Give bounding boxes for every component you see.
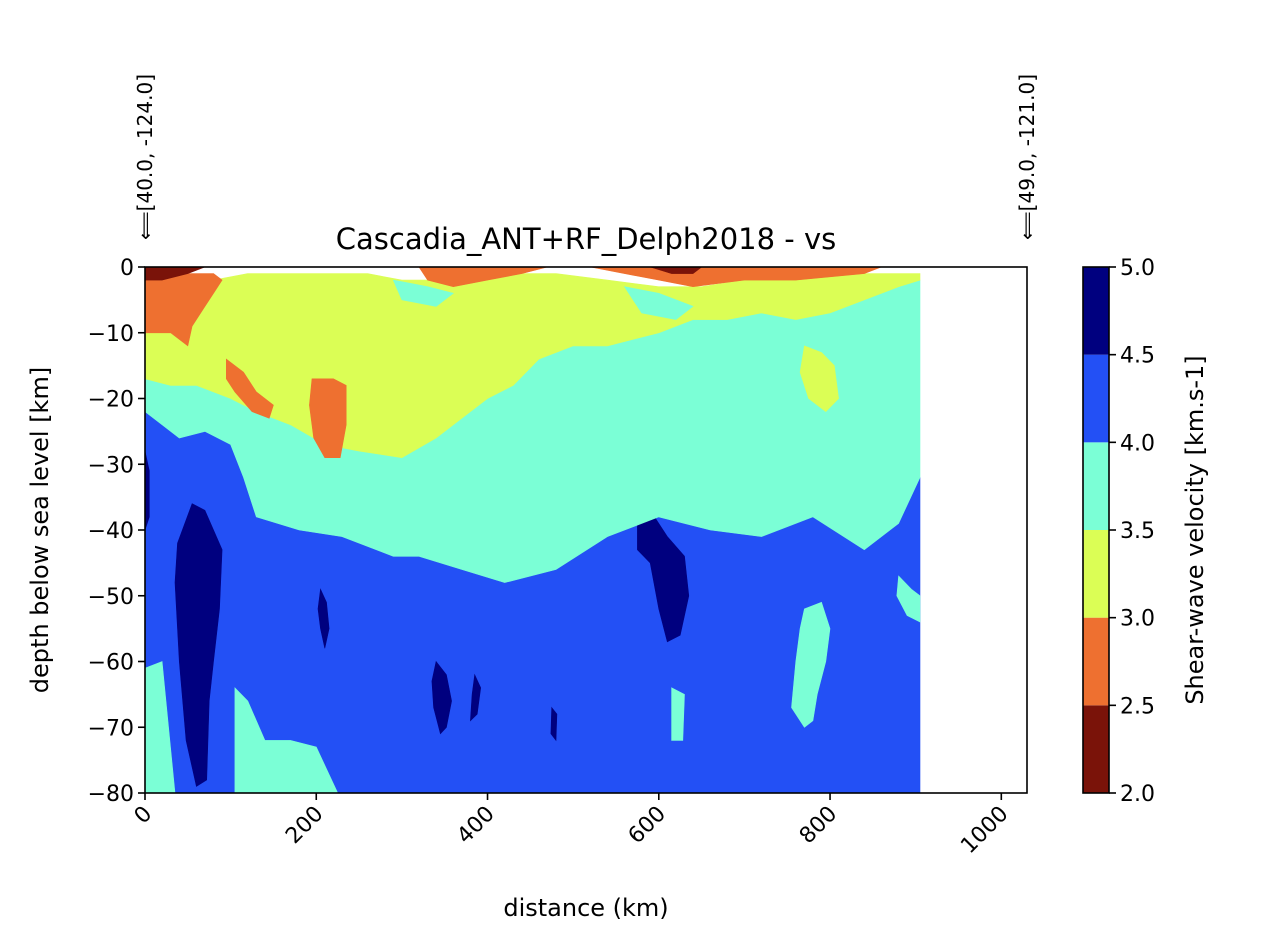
colorbar-tick-label: 4.0 [1120,431,1155,456]
contour-region-deep-navy-600 [637,516,690,643]
y-tick-label: −80 [88,782,134,807]
contour-region-deep-navy-210 [317,588,330,649]
contour-region-orange-blob-200 [309,378,347,459]
x-tick-label: 200 [281,802,328,849]
contour-region-right-edge-cyan [896,575,921,623]
x-tick-label: 1000 [956,802,1013,859]
colorbar-segment [1083,267,1109,355]
x-axis-ticks: 0 200 400 600 800 1000 [130,793,1014,859]
contour-region-deep-navy-left [174,503,223,787]
colorbar-label: Shear-wave velocity [km.s-1] [1181,355,1209,704]
contour-region-deep-navy-480 [550,706,558,742]
y-tick-label: −20 [88,388,134,413]
colorbar-tick-label: 5.0 [1120,256,1155,281]
y-tick-label: 0 [120,256,134,281]
colorbar-segment [1083,354,1109,443]
y-tick-label: −70 [88,716,134,741]
chart-title: Cascadia_ANT+RF_Delph2018 - vs [336,222,836,256]
contour-region-cyan-patch-top-mid [392,279,454,307]
colorbar-segment [1083,617,1109,706]
y-tick-label: −40 [88,519,134,544]
contour-regions [144,266,921,794]
end-point-label: ⟸[49.0, -121.0] [1015,74,1039,240]
contour-region-deep-navy-390 [470,673,482,722]
colorbar: 2.0 2.5 3.0 3.5 4.0 4.5 5.0 [1082,256,1155,807]
x-tick-label: 800 [795,802,842,849]
y-axis-label: depth below sea level [km] [26,367,54,693]
contour-region-yellow-right-blob [799,345,839,412]
y-tick-label: −50 [88,585,134,610]
contour-region-orange-blob-140 [226,358,274,419]
x-tick-label: 600 [624,802,671,849]
colorbar-segment [1083,705,1109,793]
colorbar-tick-label: 3.0 [1120,607,1155,632]
colorbar-tick-label: 3.5 [1120,519,1155,544]
y-tick-label: −60 [88,651,134,676]
start-point-label: ⟸[40.0, -124.0] [133,74,157,240]
contour-region-cyan-600-70 [671,687,685,741]
y-tick-label: −30 [88,453,134,478]
y-axis-ticks: 0 −10 −20 −30 −40 −50 −60 −70 −80 [88,256,145,807]
colorbar-tick-label: 2.0 [1120,782,1155,807]
y-tick-label: −10 [88,322,134,347]
colorbar-segment [1083,442,1109,530]
contour-region-deep-navy-345 [431,660,452,735]
contour-region-lower-right-cyan-blob [791,601,831,728]
x-tick-label: 400 [452,802,499,849]
contour-region-cyan-patch-top-right [623,286,694,320]
colorbar-tick-label: 2.5 [1120,694,1155,719]
contour-region-orange-2.5-3.0-left [144,273,223,347]
colorbar-segment [1083,530,1109,618]
x-axis-label: distance (km) [503,894,668,922]
colorbar-tick-label: 4.5 [1120,344,1155,369]
